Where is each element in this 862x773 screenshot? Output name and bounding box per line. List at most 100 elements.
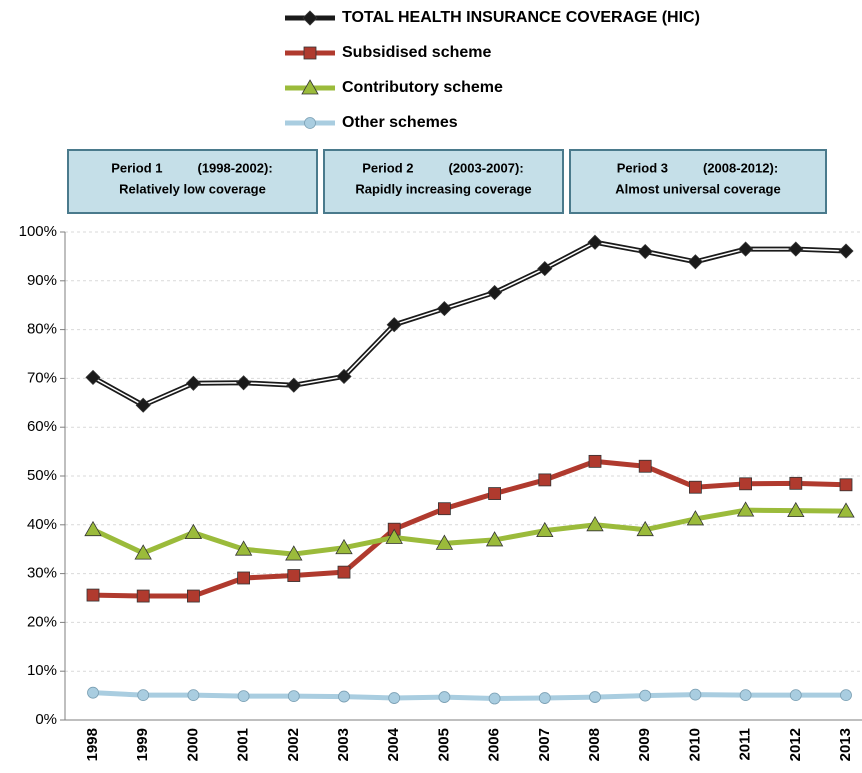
marker xyxy=(687,254,703,270)
period-title: Period 2 xyxy=(362,160,413,175)
marker xyxy=(686,510,705,526)
marker xyxy=(237,690,250,702)
marker xyxy=(336,368,352,385)
legend-marker xyxy=(301,79,319,95)
x-tick-label: 2004 xyxy=(385,727,402,761)
y-tick-label: 20% xyxy=(27,613,57,630)
marker xyxy=(237,571,251,585)
y-tick-label: 100% xyxy=(19,223,57,240)
legend-label: Subsidised scheme xyxy=(342,44,491,61)
y-tick-label: 0% xyxy=(35,711,57,728)
series-line-highlight xyxy=(92,241,847,407)
legend-marker xyxy=(303,46,317,60)
marker xyxy=(538,692,551,704)
marker xyxy=(736,501,755,517)
x-tick-label: 2011 xyxy=(737,728,754,761)
x-tick-label: 2002 xyxy=(285,728,302,761)
marker xyxy=(588,454,602,468)
legend-label: TOTAL HEALTH INSURANCE COVERAGE (HIC) xyxy=(342,9,700,26)
x-tick-label: 2010 xyxy=(686,728,703,761)
marker xyxy=(85,369,101,385)
marker xyxy=(438,691,451,703)
period-range: (1998-2002): xyxy=(198,160,273,175)
marker xyxy=(537,261,553,277)
marker xyxy=(739,689,752,702)
marker xyxy=(135,397,151,413)
period-text: Almost universal coverage xyxy=(615,181,780,196)
marker xyxy=(589,691,601,703)
x-tick-label: 1999 xyxy=(134,728,151,761)
marker xyxy=(84,520,102,537)
marker xyxy=(137,689,150,702)
marker xyxy=(587,234,603,250)
period-text: Rapidly increasing coverage xyxy=(355,181,531,196)
period-box xyxy=(323,149,564,214)
period-title: Period 3 xyxy=(617,160,668,175)
marker xyxy=(538,473,552,487)
marker xyxy=(134,544,152,560)
marker xyxy=(789,689,802,702)
period-box xyxy=(569,149,827,214)
y-tick-label: 30% xyxy=(27,565,57,582)
legend-marker xyxy=(302,10,318,26)
marker xyxy=(234,540,253,556)
legend-marker xyxy=(304,117,316,129)
period-box xyxy=(67,149,318,214)
marker xyxy=(186,589,200,603)
marker xyxy=(436,301,452,317)
y-tick-label: 10% xyxy=(27,662,57,679)
marker xyxy=(185,375,201,391)
marker xyxy=(187,689,200,702)
series-line xyxy=(91,507,847,557)
x-tick-label: 2009 xyxy=(636,728,653,761)
marker xyxy=(689,480,702,494)
x-tick-label: 1998 xyxy=(84,728,101,761)
marker xyxy=(738,241,754,257)
x-tick-label: 2013 xyxy=(837,728,854,761)
marker xyxy=(386,317,402,333)
series-line xyxy=(92,690,846,702)
marker xyxy=(337,565,351,579)
marker xyxy=(636,520,654,537)
marker xyxy=(388,692,401,704)
marker xyxy=(335,538,353,555)
x-tick-label: 2007 xyxy=(536,728,553,761)
marker xyxy=(488,487,502,500)
y-tick-label: 40% xyxy=(27,516,57,533)
legend-label: Other schemes xyxy=(342,114,458,131)
legend-label: Contributory scheme xyxy=(342,79,503,96)
marker xyxy=(739,477,752,491)
marker xyxy=(485,531,504,547)
y-tick-label: 90% xyxy=(27,272,57,289)
series-line xyxy=(92,458,847,599)
marker xyxy=(184,523,203,540)
marker xyxy=(586,515,604,532)
marker xyxy=(287,690,300,702)
marker xyxy=(840,689,852,702)
marker xyxy=(86,588,100,602)
x-tick-label: 2000 xyxy=(184,728,201,761)
marker xyxy=(639,689,652,702)
marker xyxy=(435,534,454,550)
y-tick-label: 60% xyxy=(27,418,57,435)
marker xyxy=(236,375,252,391)
y-tick-label: 50% xyxy=(27,467,57,484)
marker xyxy=(637,243,653,260)
marker xyxy=(536,521,554,538)
x-tick-label: 2012 xyxy=(787,728,804,761)
y-tick-label: 80% xyxy=(27,321,57,338)
marker xyxy=(787,501,805,518)
period-text: Relatively low coverage xyxy=(119,181,266,196)
marker xyxy=(285,545,303,561)
x-tick-label: 2008 xyxy=(586,728,603,761)
x-tick-label: 2001 xyxy=(235,728,252,761)
marker xyxy=(788,241,804,257)
marker xyxy=(286,377,302,393)
marker xyxy=(789,476,803,490)
period-range: (2003-2007): xyxy=(449,160,524,175)
series-line xyxy=(91,239,847,408)
marker xyxy=(638,459,652,473)
marker xyxy=(838,243,854,259)
marker xyxy=(488,692,501,705)
